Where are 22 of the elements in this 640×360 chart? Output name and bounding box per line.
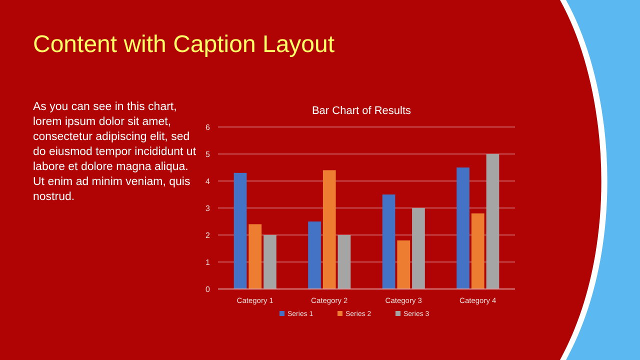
text: Content with Caption Layout bbox=[33, 31, 335, 58]
chart-title: Bar Chart of Results bbox=[312, 105, 412, 117]
y-tick-label: 3 bbox=[206, 204, 211, 213]
bar bbox=[308, 222, 321, 289]
y-tick-label: 2 bbox=[206, 231, 211, 240]
bar bbox=[264, 235, 276, 289]
bar bbox=[338, 235, 351, 289]
bar bbox=[412, 208, 425, 289]
y-tick-label: 6 bbox=[206, 123, 211, 132]
bar bbox=[382, 194, 396, 289]
bar bbox=[456, 168, 470, 289]
text: As you can see in this chart, lorem ipsum dolor sit amet, consectetur adipiscing elit, sed do eiusmod tempor incididunt ut labore et dolore magna aliqua. Ut enim ad minim veniam, quis nostrud. bbox=[33, 100, 198, 205]
bar bbox=[486, 154, 500, 289]
bar bbox=[248, 224, 262, 289]
y-tick-label: 5 bbox=[206, 150, 211, 159]
bar bbox=[397, 240, 410, 289]
bar bbox=[234, 172, 247, 289]
y-tick-label: 0 bbox=[206, 285, 211, 294]
bar bbox=[322, 170, 336, 289]
bar bbox=[471, 213, 484, 289]
y-tick-label: 1 bbox=[206, 258, 211, 267]
y-tick-label: 4 bbox=[206, 177, 211, 186]
